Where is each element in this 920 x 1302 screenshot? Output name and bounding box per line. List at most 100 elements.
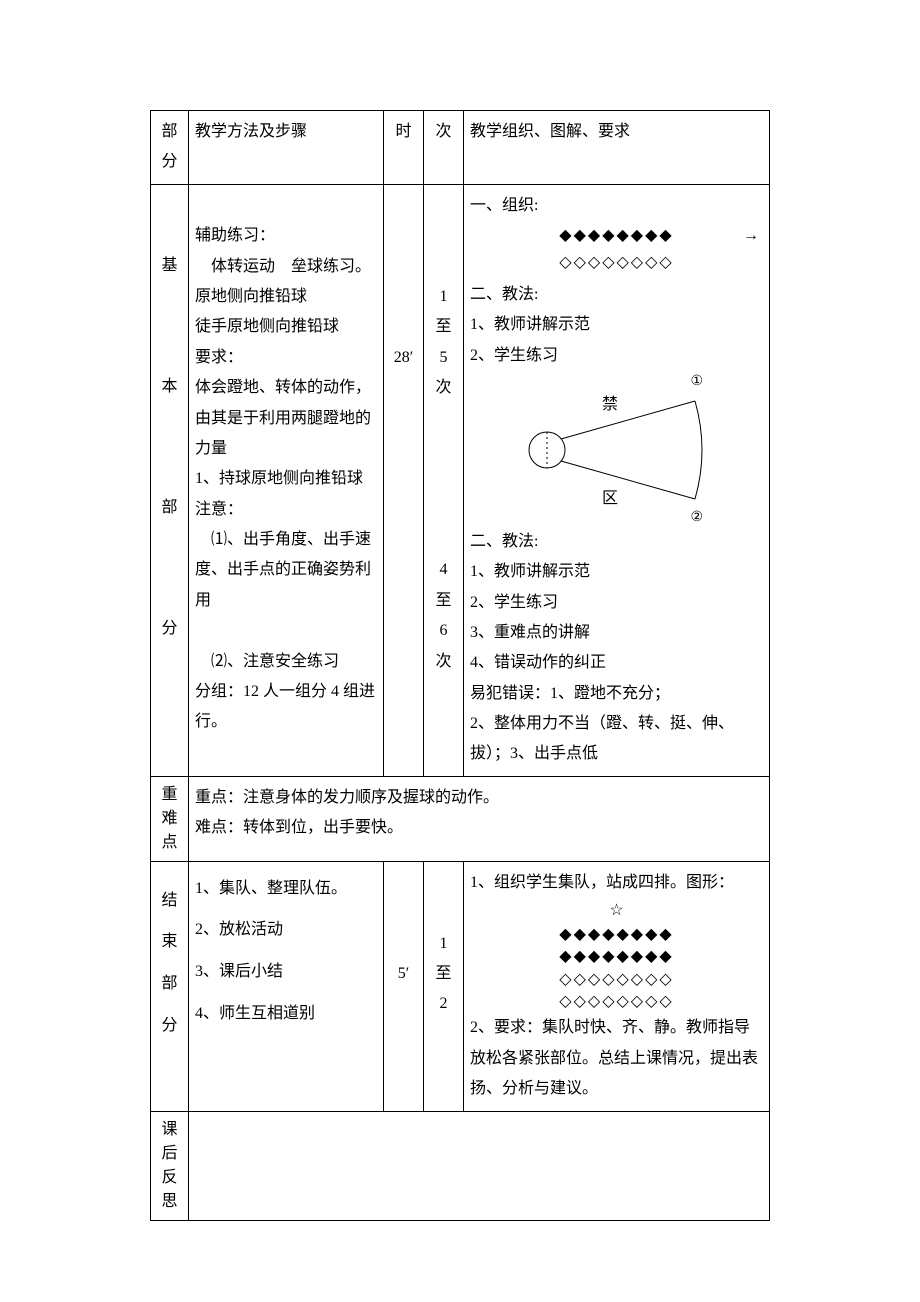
basic-reps-cell: 1 至 5 次 4 至 6 次	[424, 184, 464, 776]
basic-section-label: 基 本 部 分	[151, 184, 189, 776]
errors-title: 易犯错误：1、蹬地不充分；	[470, 679, 763, 709]
reps-char: 6	[440, 622, 448, 639]
m1-1: 1、教师讲解示范	[470, 310, 763, 340]
end-l3: 3、课后小结	[195, 951, 377, 993]
basic-section-row: 基 本 部 分 辅助练习： 体转运动 垒球练习。 原地侧向推铅球 徒手原地侧向推…	[151, 184, 770, 776]
vchar: 课	[157, 1118, 182, 1142]
hdr-section: 部 分	[151, 111, 189, 185]
reps-char: 至	[435, 965, 451, 982]
hdr-section-char: 部	[157, 117, 182, 147]
basic-methods-cell: 辅助练习： 体转运动 垒球练习。 原地侧向推铅球 徒手原地侧向推铅球 要求： 体…	[189, 184, 384, 776]
req-title: 要求：	[195, 343, 377, 373]
end-l2: 2、放松活动	[195, 909, 377, 951]
sector-line-bottom	[561, 461, 695, 499]
vchar: 基	[157, 251, 182, 281]
circled-2: ②	[690, 510, 703, 525]
end-section-label: 结 束 部 分	[151, 861, 189, 1111]
kp-label-1: 重 难	[161, 786, 177, 827]
point1-sub: 注意：	[195, 495, 377, 525]
method-line: 徒手原地侧向推铅球	[195, 312, 377, 342]
reps-char: 至	[435, 592, 451, 609]
m2-3: 3、重难点的讲解	[470, 618, 763, 648]
method-line: 原地侧向推铅球	[195, 282, 377, 312]
reps-char: 2	[440, 995, 448, 1012]
end-org-l2: 2、要求：集队时快、齐、静。教师指导放松各紧张部位。总结上课情况，提出表扬、分析…	[470, 1013, 763, 1104]
diag-top-label: 禁	[602, 395, 618, 413]
group-line: 分组：12 人一组分 4 组进行。	[195, 677, 377, 738]
diamond-row-hollow: ◇◇◇◇◇◇◇◇	[470, 252, 763, 274]
m2-4: 4、错误动作的纠正	[470, 648, 763, 678]
vchar: 反	[157, 1166, 182, 1190]
end-l1: 1、集队、整理队伍。	[195, 868, 377, 910]
point1-a: ⑴、出手角度、出手速度、出手点的正确姿势利用	[195, 525, 377, 616]
end-row-solid-1: ◆◆◆◆◆◆◆◆	[470, 924, 763, 946]
basic-time-cell: 28′	[384, 184, 424, 776]
end-org-cell: 1、组织学生集队，站成四排。图形： ☆ ◆◆◆◆◆◆◆◆ ◆◆◆◆◆◆◆◆ ◇◇…	[464, 861, 770, 1111]
kp-label-2: 点	[161, 834, 177, 851]
org-title: 一、组织:	[470, 191, 763, 221]
m2-2: 2、学生练习	[470, 588, 763, 618]
lesson-plan-table: 部 分 教学方法及步骤 时 次 教学组织、图解、要求 基 本 部 分 辅助练习：…	[150, 110, 770, 1221]
circled-1: ①	[690, 374, 703, 389]
vchar: 部	[157, 493, 182, 523]
hdr-org: 教学组织、图解、要求	[464, 111, 770, 185]
basic-time: 28′	[394, 349, 414, 366]
keypoints-cell: 重点：注意身体的发力顺序及握球的动作。 难点：转体到位，出手要快。	[189, 776, 770, 861]
point1-title: 1、持球原地侧向推铅球	[195, 464, 377, 494]
sector-line-top	[561, 401, 695, 439]
reps-char: 1	[440, 288, 448, 305]
aux-title: 辅助练习：	[195, 221, 377, 251]
keypoints-row: 重 难 点 重点：注意身体的发力顺序及握球的动作。 难点：转体到位，出手要快。	[151, 776, 770, 861]
vchar: 分	[157, 1005, 182, 1047]
vchar: 后	[157, 1142, 182, 1166]
aux-line1: 体转运动 垒球练习。	[195, 252, 377, 282]
method-title-1: 二、教法:	[470, 280, 763, 310]
sector-arc	[695, 401, 702, 499]
vchar: 结	[157, 880, 182, 922]
req-body: 体会蹬地、转体的动作，由其是于利用两腿蹬地的力量	[195, 373, 377, 464]
reflection-row: 课 后 反 思	[151, 1111, 770, 1220]
hdr-section-char: 分	[157, 147, 182, 177]
reflection-cell	[189, 1111, 770, 1220]
hdr-methods: 教学方法及步骤	[189, 111, 384, 185]
end-l4: 4、师生互相道别	[195, 993, 377, 1035]
throw-sector-diagram: 禁 区	[517, 395, 717, 505]
diag-bottom-label: 区	[602, 490, 618, 505]
reflection-label: 课 后 反 思	[151, 1111, 189, 1220]
end-section-row: 结 束 部 分 1、集队、整理队伍。 2、放松活动 3、课后小结 4、师生互相道…	[151, 861, 770, 1111]
vchar: 本	[157, 372, 182, 402]
end-row-hollow-2: ◇◇◇◇◇◇◇◇	[470, 991, 763, 1013]
point1-b: ⑵、注意安全练习	[195, 647, 377, 677]
vchar: 束	[157, 921, 182, 963]
vchar: 分	[157, 614, 182, 644]
hdr-reps: 次	[424, 111, 464, 185]
m1-2: 2、学生练习	[470, 341, 763, 371]
star-icon: ☆	[470, 898, 763, 924]
reps-char: 次	[435, 653, 451, 670]
formation-row-1: ◆◆◆◆◆◆◆◆ →	[470, 221, 763, 251]
reps-char: 至	[435, 318, 451, 335]
vchar: 部	[157, 963, 182, 1005]
end-row-hollow-1: ◇◇◇◇◇◇◇◇	[470, 969, 763, 991]
end-time: 5′	[398, 965, 410, 982]
reps-char: 次	[435, 379, 451, 396]
errors-2: 2、整体用力不当（蹬、转、挺、伸、拔）；3、出手点低	[470, 709, 763, 770]
hdr-time: 时	[384, 111, 424, 185]
table-header-row: 部 分 教学方法及步骤 时 次 教学组织、图解、要求	[151, 111, 770, 185]
end-org-l1: 1、组织学生集队，站成四排。图形：	[470, 868, 763, 898]
basic-org-cell: 一、组织: ◆◆◆◆◆◆◆◆ → ◇◇◇◇◇◇◇◇ 二、教法: 1、教师讲解示范…	[464, 184, 770, 776]
end-reps-cell: 1 至 2	[424, 861, 464, 1111]
m2-1: 1、教师讲解示范	[470, 557, 763, 587]
vchar: 思	[157, 1190, 182, 1214]
keypoints-label: 重 难 点	[151, 776, 189, 861]
arrow-icon: →	[743, 221, 759, 251]
reps-char: 5	[440, 349, 448, 366]
kp-line2: 难点：转体到位，出手要快。	[195, 813, 763, 843]
end-methods-cell: 1、集队、整理队伍。 2、放松活动 3、课后小结 4、师生互相道别	[189, 861, 384, 1111]
kp-line1: 重点：注意身体的发力顺序及握球的动作。	[195, 783, 763, 813]
reflection-content	[195, 1118, 763, 1208]
reps-char: 1	[440, 935, 448, 952]
end-row-solid-2: ◆◆◆◆◆◆◆◆	[470, 946, 763, 968]
diamond-row-solid: ◆◆◆◆◆◆◆◆	[559, 227, 673, 244]
end-time-cell: 5′	[384, 861, 424, 1111]
